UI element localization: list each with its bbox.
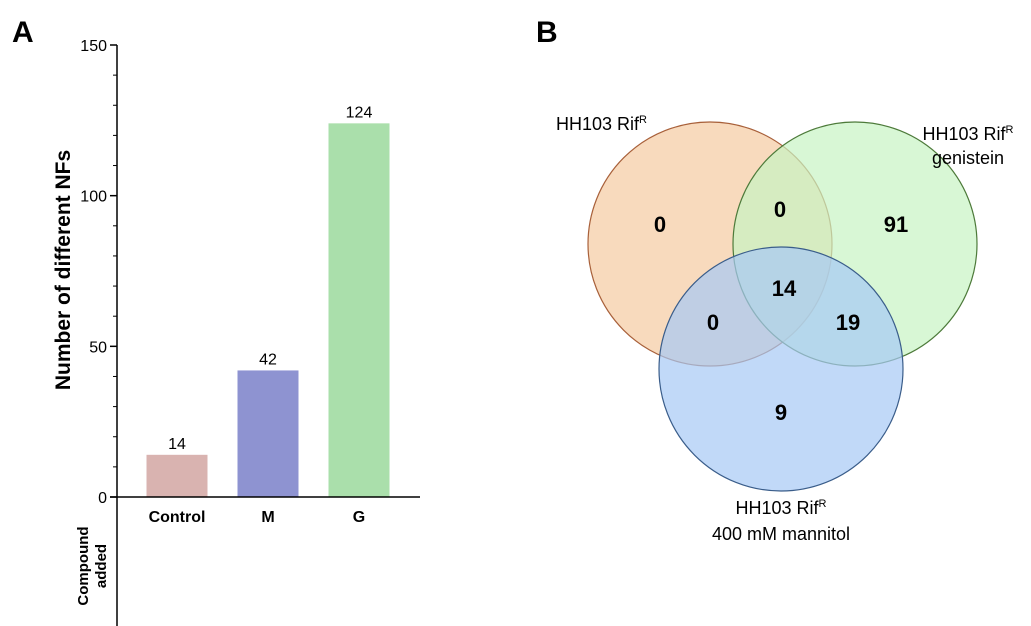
set-label-mannitol-line2: 400 mM mannitol [712,524,850,544]
category-label-control: Control [149,509,206,526]
y-tick-label: 100 [80,189,107,206]
y-ticks: 0 50 100 150 [80,38,117,507]
y-tick-label: 0 [98,490,107,507]
region-all-three: 14 [772,276,797,301]
region-rif-genistein: 0 [774,197,786,222]
set-label-rif: HH103 RifR [556,114,647,134]
bar-g [328,123,390,497]
panel-label-b: B [536,16,558,49]
category-labels: Control M G [149,509,366,526]
venn-circle-mannitol [658,246,904,492]
region-only-mannitol: 9 [775,400,787,425]
bars [146,123,390,497]
data-labels: 14 42 124 [168,104,372,452]
data-label-g: 124 [346,104,373,121]
bar-m [237,370,299,497]
x-axis-label-line1: Compound [75,526,92,605]
y-tick-label: 150 [80,38,107,55]
set-label-mannitol: HH103 RifR [736,498,827,518]
y-axis-label: Number of different NFs [52,150,75,390]
region-genistein-mannitol: 19 [836,310,860,335]
region-rif-mannitol: 0 [707,310,719,335]
data-label-control: 14 [168,436,186,453]
region-only-genistein: 91 [884,212,908,237]
category-label-m: M [261,509,274,526]
venn-diagram: 0 0 91 14 0 19 9 HH103 RifR HH103 RifR g… [556,114,1014,544]
bar-control [146,454,208,497]
bar-chart: 14 42 124 0 50 100 150 Control M G Number of di… [52,38,420,626]
region-only-rif: 0 [654,212,666,237]
data-label-m: 42 [259,351,277,368]
panel-label-a: A [12,16,34,49]
x-axis-label-line2: added [93,544,110,588]
y-tick-label: 50 [89,339,107,356]
set-label-genistein: HH103 RifR [923,124,1014,144]
set-label-genistein-line2: genistein [932,148,1004,168]
category-label-g: G [353,509,365,526]
